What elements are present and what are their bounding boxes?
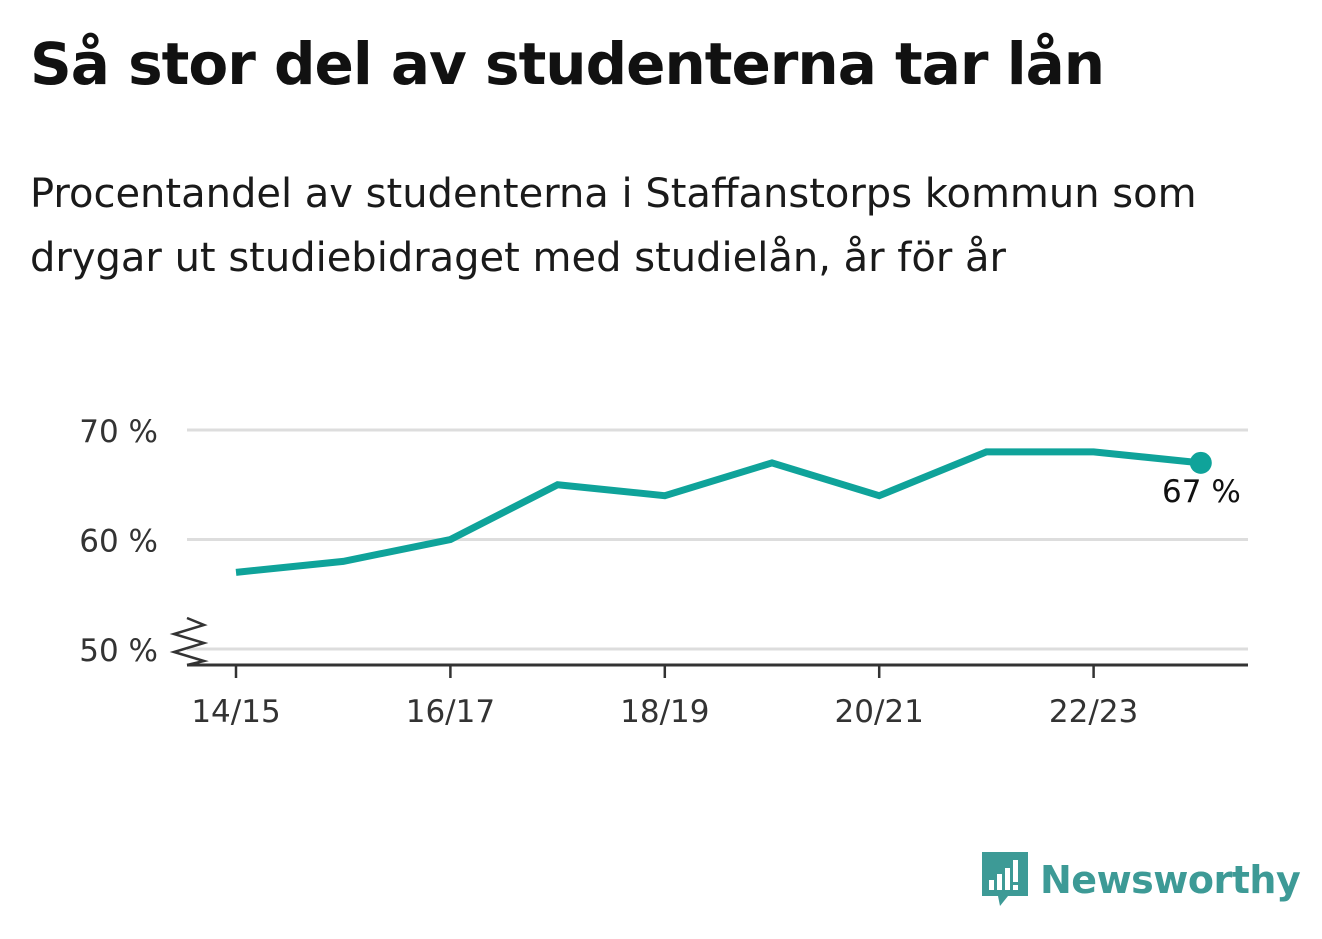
x-tick-label: 18/19 [620, 694, 709, 730]
logo-text: Newsworthy [1040, 858, 1301, 902]
y-tick-label: 70 % [79, 414, 158, 450]
x-tick-label: 22/23 [1049, 694, 1138, 730]
line-chart: 50 % 60 % 70 % 14/15 16/17 18/19 20/21 22/23 67 … [79, 414, 1248, 730]
series-line-group [235, 448, 1212, 576]
chart-subtitle: Procentandel av studenterna i Staffansto… [30, 171, 1197, 281]
labels: 50 % 60 % 70 % 14/15 16/17 18/19 20/21 22/23 67 … [79, 414, 1241, 730]
y-tick-label: 50 % [79, 633, 158, 669]
end-point-marker [1189, 451, 1212, 474]
end-value-label: 67 % [1162, 474, 1241, 510]
x-tick-label: 14/15 [191, 694, 280, 730]
series-line [235, 448, 1202, 576]
x-tick-label: 20/21 [835, 694, 924, 730]
bar-chart-speech-bubble-icon [982, 852, 1028, 906]
newsworthy-logo: Newsworthy [980, 850, 1301, 910]
y-tick-label: 60 % [79, 524, 158, 560]
grid-lines [187, 428, 1248, 651]
chart-title: Så stor del av studenterna tar lån [30, 30, 1105, 98]
axes [169, 616, 1248, 678]
axis-break-icon [169, 616, 209, 667]
x-tick-label: 16/17 [406, 694, 495, 730]
